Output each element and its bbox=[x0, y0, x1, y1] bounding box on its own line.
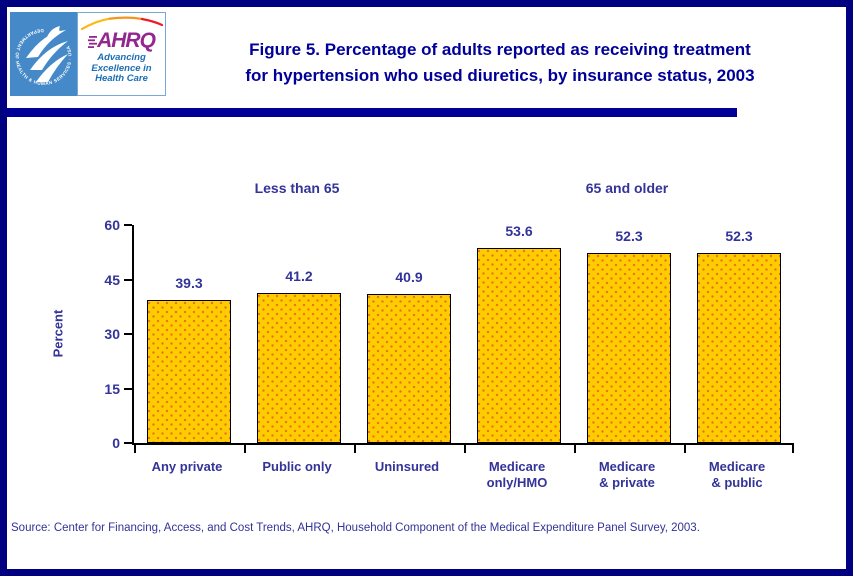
y-tick-mark bbox=[124, 333, 132, 335]
hhs-eagle-icon: DEPARTMENT OF HEALTH & HUMAN SERVICES · … bbox=[14, 26, 72, 86]
y-tick-label: 45 bbox=[104, 272, 120, 288]
x-tick-mark bbox=[134, 445, 136, 453]
ahrq-swoosh-icon bbox=[80, 16, 163, 30]
ahrq-tagline: Advancing Excellence in Health Care bbox=[91, 52, 152, 85]
x-tick-mark bbox=[244, 445, 246, 453]
bar-slot: 39.3 bbox=[134, 225, 244, 443]
bar bbox=[367, 294, 451, 443]
y-tick-mark bbox=[124, 279, 132, 281]
bar-value-label: 39.3 bbox=[175, 275, 203, 291]
bar-value-label: 53.6 bbox=[505, 223, 533, 239]
x-category-label: Uninsured bbox=[374, 459, 440, 474]
x-tick-mark bbox=[684, 445, 686, 453]
figure-title-line2: for hypertension who used diuretics, by … bbox=[245, 66, 755, 85]
x-category-label: Medicare only/HMO bbox=[486, 459, 548, 490]
bar bbox=[147, 300, 231, 443]
bar bbox=[697, 253, 781, 443]
x-tick-mark bbox=[464, 445, 466, 453]
bar bbox=[257, 293, 341, 443]
bar-slot: 41.2 bbox=[244, 225, 354, 443]
bar-slot: 53.6 bbox=[464, 223, 574, 443]
y-tick-label: 30 bbox=[104, 326, 120, 342]
bar-value-label: 40.9 bbox=[395, 269, 423, 285]
group-label-under-65: Less than 65 bbox=[254, 180, 340, 196]
ahrq-tagline-line2: Excellence in bbox=[91, 62, 152, 74]
y-tick-label: 0 bbox=[112, 435, 120, 451]
source-note: Source: Center for Financing, Access, an… bbox=[11, 522, 700, 534]
bar-slot: 40.9 bbox=[354, 225, 464, 443]
figure-title: Figure 5. Percentage of adults reported … bbox=[162, 37, 838, 89]
x-tick-mark bbox=[354, 445, 356, 453]
ahrq-tagline-line1: Advancing bbox=[97, 52, 146, 63]
x-category-labels: Any private Public only Uninsured Medicare … bbox=[132, 459, 792, 491]
ahrq-acronym: AHRQ bbox=[97, 29, 156, 52]
bar-slot: 52.3 bbox=[574, 225, 684, 443]
ahrq-speedlines-icon bbox=[88, 35, 98, 48]
figure-title-line1: Figure 5. Percentage of adults reported … bbox=[249, 40, 751, 59]
title-divider-rule bbox=[7, 108, 737, 117]
x-category-label: Any private bbox=[151, 459, 223, 474]
bar-value-label: 52.3 bbox=[615, 228, 643, 244]
bar-value-label: 52.3 bbox=[725, 228, 753, 244]
y-tick-mark bbox=[124, 442, 132, 444]
group-label-65-older: 65 and older bbox=[585, 180, 669, 196]
x-category-label: Medicare & public bbox=[708, 459, 766, 490]
y-tick-mark bbox=[124, 224, 132, 226]
y-tick-label: 60 bbox=[104, 217, 120, 233]
bar-slot: 52.3 bbox=[684, 225, 794, 443]
x-tick-mark bbox=[792, 445, 794, 453]
header-logos: DEPARTMENT OF HEALTH & HUMAN SERVICES · … bbox=[10, 12, 166, 96]
plot-area: 39.3 41.2 40.9 53.6 52.3 52.3 0 15 30 45 60 bbox=[104, 217, 794, 453]
bar-value-label: 41.2 bbox=[285, 268, 313, 284]
bar bbox=[587, 253, 671, 443]
ahrq-tagline-line3: Health Care bbox=[95, 73, 148, 84]
y-tick-mark bbox=[124, 388, 132, 390]
ahrq-logo: AHRQ Advancing Excellence in Health Care bbox=[77, 12, 166, 96]
x-category-label: Public only bbox=[262, 459, 332, 474]
hhs-logo: DEPARTMENT OF HEALTH & HUMAN SERVICES · … bbox=[10, 12, 77, 96]
x-tick-mark bbox=[574, 445, 576, 453]
bar bbox=[477, 248, 561, 443]
y-axis-title: Percent bbox=[50, 309, 66, 358]
x-category-label: Medicare & private bbox=[598, 459, 656, 490]
y-tick-label: 15 bbox=[104, 381, 120, 397]
bars-container: 39.3 41.2 40.9 53.6 52.3 52.3 bbox=[134, 223, 794, 443]
